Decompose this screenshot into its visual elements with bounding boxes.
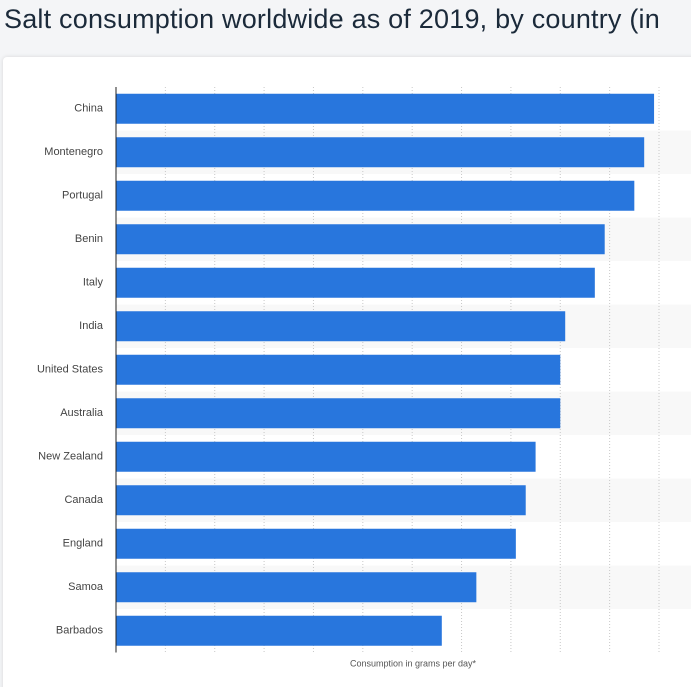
- bar: [116, 180, 635, 211]
- y-tick-label: Canada: [64, 494, 103, 506]
- y-tick-label: New Zealand: [38, 451, 103, 463]
- y-tick-label: England: [63, 538, 103, 550]
- y-tick-label: United States: [37, 364, 104, 376]
- bar: [116, 267, 595, 298]
- y-tick-label: Italy: [83, 277, 104, 289]
- y-tick-label: Benin: [75, 233, 103, 245]
- chart-title: Salt consumption worldwide as of 2019, b…: [4, 4, 660, 34]
- bar: [116, 615, 442, 646]
- bar: [116, 441, 536, 472]
- bar: [116, 572, 477, 603]
- y-tick-label: Barbados: [56, 625, 104, 637]
- bar: [116, 224, 605, 255]
- bar: [116, 528, 516, 559]
- y-tick-label: Montenegro: [44, 146, 103, 158]
- bar: [116, 93, 655, 124]
- bar: [116, 398, 561, 429]
- bar: [116, 137, 645, 168]
- y-tick-label: Australia: [60, 407, 104, 419]
- y-tick-label: India: [79, 320, 104, 332]
- x-axis-label: Consumption in grams per day*: [350, 658, 477, 668]
- bar: [116, 311, 566, 342]
- bar: [116, 354, 561, 385]
- bar: [116, 485, 526, 516]
- y-tick-label: China: [74, 103, 104, 115]
- y-tick-label: Samoa: [68, 581, 104, 593]
- y-tick-label: Portugal: [62, 190, 103, 202]
